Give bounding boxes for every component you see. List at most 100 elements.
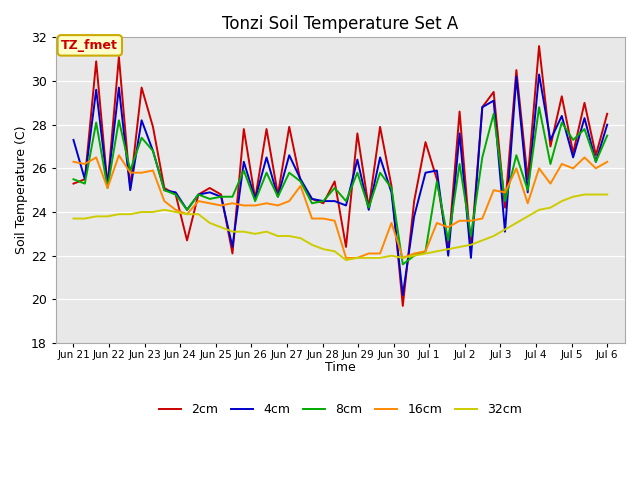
32cm <box>479 238 486 243</box>
4cm <box>274 194 282 200</box>
16cm <box>388 220 396 226</box>
8cm <box>433 179 441 184</box>
4cm <box>262 155 270 160</box>
2cm <box>308 196 316 202</box>
32cm <box>490 233 497 239</box>
16cm <box>479 216 486 221</box>
8cm <box>376 170 384 176</box>
16cm <box>331 218 339 224</box>
32cm <box>161 207 168 213</box>
2cm <box>535 43 543 49</box>
4cm <box>547 137 554 143</box>
2cm <box>217 192 225 197</box>
8cm <box>467 233 475 239</box>
32cm <box>433 249 441 254</box>
4cm <box>410 214 418 219</box>
32cm <box>252 231 259 237</box>
8cm <box>399 262 406 267</box>
8cm <box>444 238 452 243</box>
2cm <box>388 183 396 189</box>
16cm <box>433 220 441 226</box>
4cm <box>422 170 429 176</box>
Y-axis label: Soil Temperature (C): Soil Temperature (C) <box>15 126 28 254</box>
32cm <box>92 214 100 219</box>
8cm <box>262 170 270 176</box>
8cm <box>274 194 282 200</box>
2cm <box>115 54 123 60</box>
8cm <box>240 168 248 173</box>
4cm <box>161 187 168 193</box>
16cm <box>172 207 179 213</box>
8cm <box>217 194 225 200</box>
2cm <box>252 196 259 202</box>
2cm <box>92 59 100 64</box>
2cm <box>580 100 588 106</box>
4cm <box>353 157 361 163</box>
4cm <box>570 155 577 160</box>
8cm <box>604 132 611 138</box>
2cm <box>183 238 191 243</box>
32cm <box>422 251 429 256</box>
32cm <box>456 244 463 250</box>
4cm <box>104 183 111 189</box>
2cm <box>240 126 248 132</box>
32cm <box>274 233 282 239</box>
32cm <box>138 209 145 215</box>
32cm <box>183 211 191 217</box>
2cm <box>274 192 282 197</box>
2cm <box>81 176 89 182</box>
32cm <box>81 216 89 221</box>
32cm <box>342 257 350 263</box>
16cm <box>92 155 100 160</box>
16cm <box>524 200 532 206</box>
16cm <box>547 181 554 187</box>
16cm <box>501 190 509 195</box>
4cm <box>70 137 77 143</box>
2cm <box>161 185 168 191</box>
8cm <box>513 152 520 158</box>
8cm <box>183 207 191 213</box>
Line: 32cm: 32cm <box>74 194 607 260</box>
2cm <box>195 192 202 197</box>
32cm <box>410 253 418 259</box>
32cm <box>467 242 475 248</box>
8cm <box>252 198 259 204</box>
16cm <box>240 203 248 208</box>
2cm <box>456 108 463 114</box>
2cm <box>319 200 327 206</box>
4cm <box>127 187 134 193</box>
4cm <box>490 98 497 104</box>
4cm <box>558 113 566 119</box>
32cm <box>195 211 202 217</box>
8cm <box>580 126 588 132</box>
16cm <box>206 200 214 206</box>
16cm <box>297 183 305 189</box>
4cm <box>206 190 214 195</box>
2cm <box>376 124 384 130</box>
4cm <box>297 176 305 182</box>
2cm <box>570 150 577 156</box>
16cm <box>81 161 89 167</box>
16cm <box>558 161 566 167</box>
16cm <box>104 185 111 191</box>
2cm <box>127 185 134 191</box>
16cm <box>195 198 202 204</box>
Line: 8cm: 8cm <box>74 107 607 264</box>
2cm <box>399 303 406 309</box>
32cm <box>115 211 123 217</box>
8cm <box>297 179 305 184</box>
16cm <box>535 166 543 171</box>
8cm <box>353 170 361 176</box>
4cm <box>138 118 145 123</box>
32cm <box>376 255 384 261</box>
16cm <box>252 203 259 208</box>
4cm <box>115 84 123 90</box>
2cm <box>262 126 270 132</box>
4cm <box>592 159 600 165</box>
4cm <box>149 148 157 154</box>
32cm <box>149 209 157 215</box>
Line: 16cm: 16cm <box>74 155 607 258</box>
2cm <box>410 198 418 204</box>
Line: 4cm: 4cm <box>74 74 607 295</box>
16cm <box>217 203 225 208</box>
